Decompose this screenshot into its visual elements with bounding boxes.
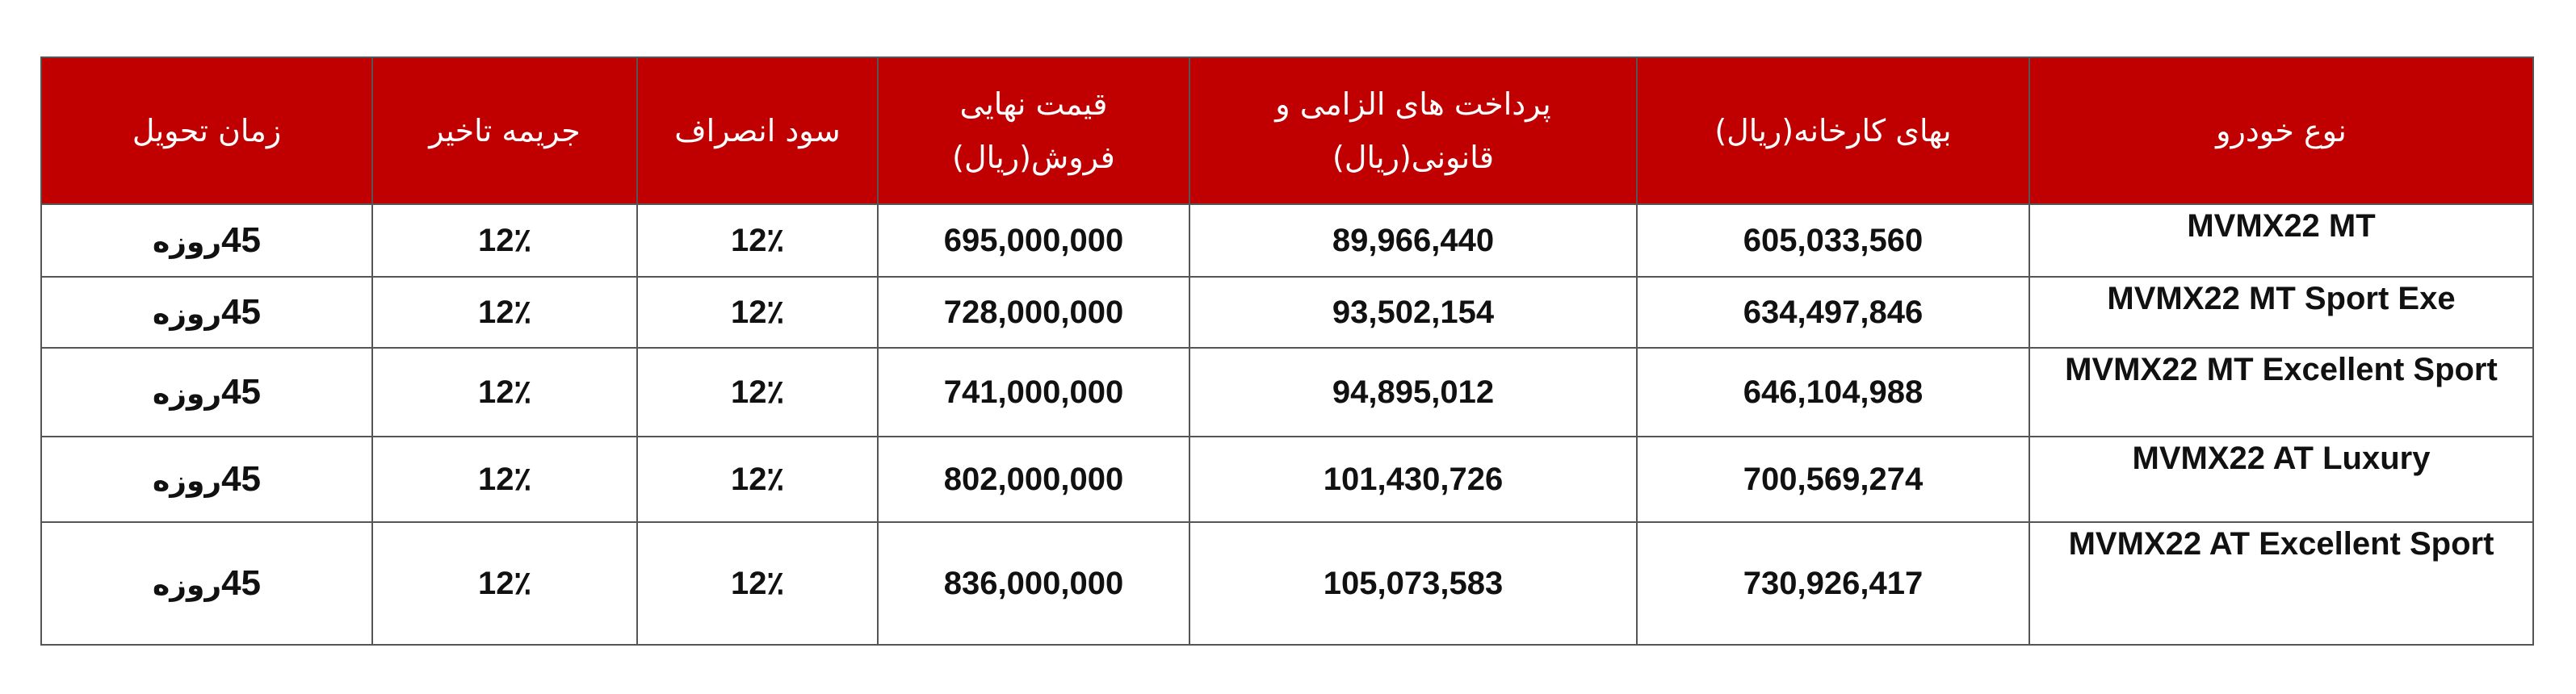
cell-mandatory-payments: 93,502,154 [1189, 276, 1638, 349]
cell-delivery-time: 45روزه [40, 347, 373, 437]
delivery-days: 45 [221, 459, 262, 499]
header-delivery-time-label: زمان تحویل [132, 113, 282, 148]
cell-mandatory-payments: 101,430,726 [1189, 436, 1638, 523]
table-header: نوع خودرو بهای کارخانه(ریال) پرداخت های … [40, 56, 2534, 205]
cell-delivery-time: 45روزه [40, 521, 373, 646]
cell-delay-penalty: 12٪ [371, 436, 638, 523]
car-price-table: نوع خودرو بهای کارخانه(ریال) پرداخت های … [40, 56, 2534, 646]
cell-delivery-time: 45روزه [40, 203, 373, 278]
delivery-unit: روزه [152, 298, 222, 331]
header-mandatory-payments-line1: پرداخت های الزامی و [1275, 86, 1551, 122]
header-final-price-line1: قیمت نهایی [959, 86, 1108, 122]
delivery-days: 45 [221, 372, 262, 412]
table-row: MVMX22 MT Sport Exe 634,497,846 93,502,1… [40, 276, 2534, 349]
delivery-unit: روزه [152, 569, 222, 602]
cell-delivery-time: 45روزه [40, 276, 373, 349]
cell-final-price: 695,000,000 [877, 203, 1190, 278]
cell-factory-price: 634,497,846 [1636, 276, 2030, 349]
cell-cancellation-profit: 12٪ [636, 521, 879, 646]
cell-factory-price: 646,104,988 [1636, 347, 2030, 437]
cell-model: MVMX22 AT Excellent Sport [2028, 521, 2534, 646]
cell-cancellation-profit: 12٪ [636, 203, 879, 278]
delivery-unit: روزه [152, 378, 222, 411]
table-row: MVMX22 MT Excellent Sport 646,104,988 94… [40, 347, 2534, 437]
cell-model: MVMX22 AT Luxury [2028, 436, 2534, 523]
header-final-price-line2: فروش(ریال) [952, 140, 1115, 175]
cell-factory-price: 730,926,417 [1636, 521, 2030, 646]
cell-factory-price: 700,569,274 [1636, 436, 2030, 523]
cell-factory-price: 605,033,560 [1636, 203, 2030, 278]
cell-final-price: 741,000,000 [877, 347, 1190, 437]
cell-model: MVMX22 MT Sport Exe [2028, 276, 2534, 349]
cell-model: MVMX22 MT [2028, 203, 2534, 278]
header-delay-penalty: جریمه تاخیر [371, 56, 638, 205]
delivery-unit: روزه [152, 226, 222, 259]
cell-cancellation-profit: 12٪ [636, 276, 879, 349]
header-cancellation-profit: سود انصراف [636, 56, 879, 205]
header-mandatory-payments-line2: قانونی(ریال) [1332, 140, 1494, 175]
cell-mandatory-payments: 94,895,012 [1189, 347, 1638, 437]
header-factory-price: بهای کارخانه(ریال) [1636, 56, 2030, 205]
table-row: MVMX22 MT 605,033,560 89,966,440 695,000… [40, 203, 2534, 278]
table-row: MVMX22 AT Luxury 700,569,274 101,430,726… [40, 436, 2534, 523]
table-row: MVMX22 AT Excellent Sport 730,926,417 10… [40, 521, 2534, 646]
header-car-type-label: نوع خودرو [2216, 113, 2347, 148]
cell-delay-penalty: 12٪ [371, 276, 638, 349]
delivery-days: 45 [221, 220, 262, 260]
cell-final-price: 728,000,000 [877, 276, 1190, 349]
header-factory-price-label: بهای کارخانه(ریال) [1714, 113, 1952, 148]
header-row: نوع خودرو بهای کارخانه(ریال) پرداخت های … [40, 56, 2534, 205]
cell-cancellation-profit: 12٪ [636, 347, 879, 437]
cell-delay-penalty: 12٪ [371, 347, 638, 437]
delivery-unit: روزه [152, 465, 222, 498]
cell-delivery-time: 45روزه [40, 436, 373, 523]
header-delay-penalty-label: جریمه تاخیر [429, 113, 581, 148]
header-car-type: نوع خودرو [2028, 56, 2534, 205]
cell-delay-penalty: 12٪ [371, 521, 638, 646]
cell-delay-penalty: 12٪ [371, 203, 638, 278]
header-mandatory-payments: پرداخت های الزامی و قانونی(ریال) [1189, 56, 1638, 205]
cell-final-price: 836,000,000 [877, 521, 1190, 646]
cell-final-price: 802,000,000 [877, 436, 1190, 523]
delivery-days: 45 [221, 563, 262, 603]
header-delivery-time: زمان تحویل [40, 56, 373, 205]
table-body: MVMX22 MT 605,033,560 89,966,440 695,000… [40, 203, 2534, 646]
cell-mandatory-payments: 105,073,583 [1189, 521, 1638, 646]
cell-mandatory-payments: 89,966,440 [1189, 203, 1638, 278]
cell-model: MVMX22 MT Excellent Sport [2028, 347, 2534, 437]
header-cancellation-profit-label: سود انصراف [674, 113, 841, 148]
delivery-days: 45 [221, 292, 262, 332]
cell-cancellation-profit: 12٪ [636, 436, 879, 523]
header-final-price: قیمت نهایی فروش(ریال) [877, 56, 1190, 205]
